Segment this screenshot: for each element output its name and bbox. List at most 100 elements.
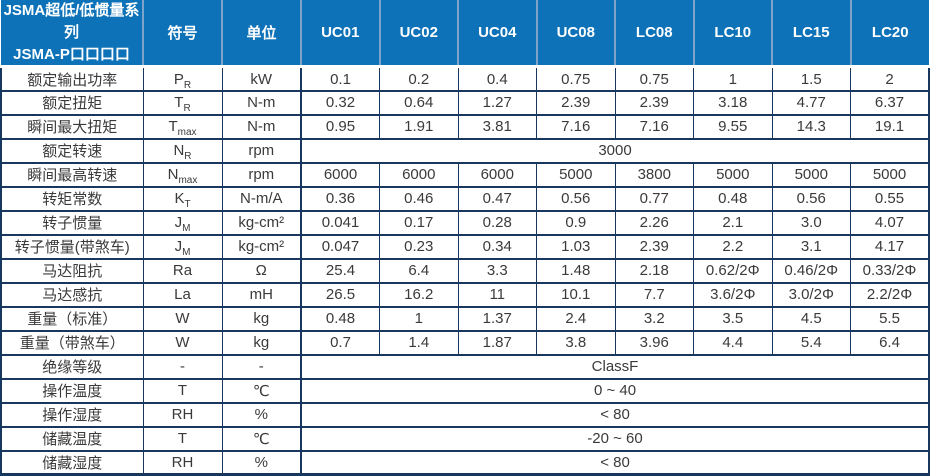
row-unit: N-m/A xyxy=(221,185,302,212)
value-cell: 25.4 xyxy=(300,257,380,284)
value-cell: 7.16 xyxy=(614,113,694,140)
row-label: 额定转速 xyxy=(0,137,144,164)
series-title-line1: JSMA超低/低惯量系列 xyxy=(3,2,140,41)
value-cell: 3.5 xyxy=(693,305,773,332)
value-cell: 0.047 xyxy=(300,233,380,260)
row-label: 瞬间最高转速 xyxy=(0,161,144,188)
value-cell: 2.18 xyxy=(614,257,694,284)
row-label: 操作湿度 xyxy=(0,401,144,428)
value-cell: 0.17 xyxy=(379,209,459,236)
value-cell: 0.48 xyxy=(300,305,380,332)
value-cell: 5000 xyxy=(693,161,773,188)
value-cell: 6.4 xyxy=(850,329,930,356)
value-cell: 3.1 xyxy=(771,233,851,260)
value-cell: 0.55 xyxy=(850,185,930,212)
value-cell: 6.37 xyxy=(850,89,930,116)
row-unit: N-m xyxy=(221,89,302,116)
row-symbol: La xyxy=(142,281,223,308)
column-header-model: LC20 xyxy=(849,0,929,69)
value-cell: 0.46/2Φ xyxy=(771,257,851,284)
value-cell: 11 xyxy=(457,281,537,308)
row-label: 绝缘等级 xyxy=(0,353,144,380)
row-unit: - xyxy=(221,353,302,380)
value-cell: 6000 xyxy=(379,161,459,188)
row-label: 储藏温度 xyxy=(0,425,144,452)
row-unit: kW xyxy=(221,66,302,92)
value-cell: 3800 xyxy=(614,161,694,188)
value-cell: 5.4 xyxy=(771,329,851,356)
column-header-model: LC15 xyxy=(771,0,851,69)
value-cell: 0.28 xyxy=(457,209,537,236)
value-cell: 3.0 xyxy=(771,209,851,236)
row-unit: % xyxy=(221,401,302,428)
value-cell: 1.27 xyxy=(457,89,537,116)
value-cell: 0.2 xyxy=(379,66,459,92)
value-cell: 3.6/2Φ xyxy=(693,281,773,308)
value-cell: 0.46 xyxy=(379,185,459,212)
column-header-model: LC08 xyxy=(614,0,694,69)
column-header-model: UC01 xyxy=(300,0,380,69)
value-cell: 26.5 xyxy=(300,281,380,308)
value-cell: 1 xyxy=(379,305,459,332)
value-cell: 0.95 xyxy=(300,113,380,140)
merged-value-cell: -20 ~ 60 xyxy=(300,425,930,452)
row-unit: kg xyxy=(221,305,302,332)
row-label: 操作温度 xyxy=(0,377,144,404)
row-unit: kg-cm² xyxy=(221,233,302,260)
row-label: 额定扭矩 xyxy=(0,89,144,116)
row-unit: N-m xyxy=(221,113,302,140)
symbol-subscript: R xyxy=(183,79,192,91)
value-cell: 0.9 xyxy=(536,209,616,236)
merged-value-cell: 0 ~ 40 xyxy=(300,377,930,404)
table-row: 转矩常数 KT N-m/A 0.36 0.46 0.47 0.56 0.77 0.48 0.56 0… xyxy=(0,185,930,212)
value-cell: 0.7 xyxy=(300,329,380,356)
value-cell: 0.041 xyxy=(300,209,380,236)
value-cell: 0.77 xyxy=(614,185,694,212)
value-cell: 2 xyxy=(850,66,930,92)
value-cell: 0.56 xyxy=(536,185,616,212)
value-cell: 19.1 xyxy=(850,113,930,140)
column-header-unit: 单位 xyxy=(221,0,301,69)
value-cell: 1 xyxy=(693,66,773,92)
value-cell: 6.4 xyxy=(379,257,459,284)
value-cell: 6000 xyxy=(300,161,380,188)
row-label: 重量（带煞车） xyxy=(0,329,144,356)
value-cell: 4.5 xyxy=(771,305,851,332)
value-cell: 0.4 xyxy=(457,66,537,92)
row-label: 转子惯量 xyxy=(0,209,144,236)
table-row: 操作湿度 RH% < 80 xyxy=(0,401,930,428)
value-cell: 3.3 xyxy=(457,257,537,284)
series-title-line2: JSMA-P口口口口 xyxy=(13,45,130,63)
symbol-subscript: R xyxy=(184,151,192,163)
merged-value-cell: 3000 xyxy=(300,137,930,164)
spec-table-header: JSMA超低/低惯量系列 JSMA-P口口口口 符号 单位 UC01 UC02 UC… xyxy=(1,0,929,69)
table-row: 绝缘等级 - - ClassF xyxy=(0,353,930,380)
value-cell: 1.4 xyxy=(379,329,459,356)
row-label: 额定输出功率 xyxy=(0,66,144,92)
value-cell: 4.4 xyxy=(693,329,773,356)
value-cell: 0.48 xyxy=(693,185,773,212)
table-row: 储藏湿度 RH% < 80 xyxy=(0,449,930,476)
value-cell: 3.0/2Φ xyxy=(771,281,851,308)
header-row: JSMA超低/低惯量系列 JSMA-P口口口口 符号 单位 UC01 UC02 UC… xyxy=(1,0,929,69)
table-row: 额定转速 NR rpm 3000 xyxy=(0,137,930,164)
table-row: 马达阻抗 Ra Ω 25.4 6.4 3.3 1.48 2.18 0.62/2Φ 0.46/2Φ 0… xyxy=(0,257,930,284)
table-row: 转子惯量(带煞车) JM kg-cm² 0.047 0.23 0.34 1.03 2.39 2.… xyxy=(0,233,930,260)
value-cell: 1.03 xyxy=(536,233,616,260)
row-symbol: JM xyxy=(142,209,223,236)
value-cell: 4.77 xyxy=(771,89,851,116)
value-cell: 3.18 xyxy=(693,89,773,116)
value-cell: 5000 xyxy=(771,161,851,188)
row-label: 马达阻抗 xyxy=(0,257,144,284)
column-header-model: UC04 xyxy=(457,0,537,69)
value-cell: 1.91 xyxy=(379,113,459,140)
row-symbol: T xyxy=(142,425,223,452)
value-cell: 3.81 xyxy=(457,113,537,140)
symbol-subscript: R xyxy=(183,103,191,115)
table-row: 瞬间最大扭矩 Tmax N-m 0.95 1.91 3.81 7.16 7.16 9.55 14.… xyxy=(0,113,930,140)
value-cell: 1.87 xyxy=(457,329,537,356)
table-row: 额定输出功率 PR kW 0.1 0.2 0.4 0.75 0.75 1 1.5 2 xyxy=(0,66,930,92)
row-label: 马达感抗 xyxy=(0,281,144,308)
row-unit: kg xyxy=(221,329,302,356)
